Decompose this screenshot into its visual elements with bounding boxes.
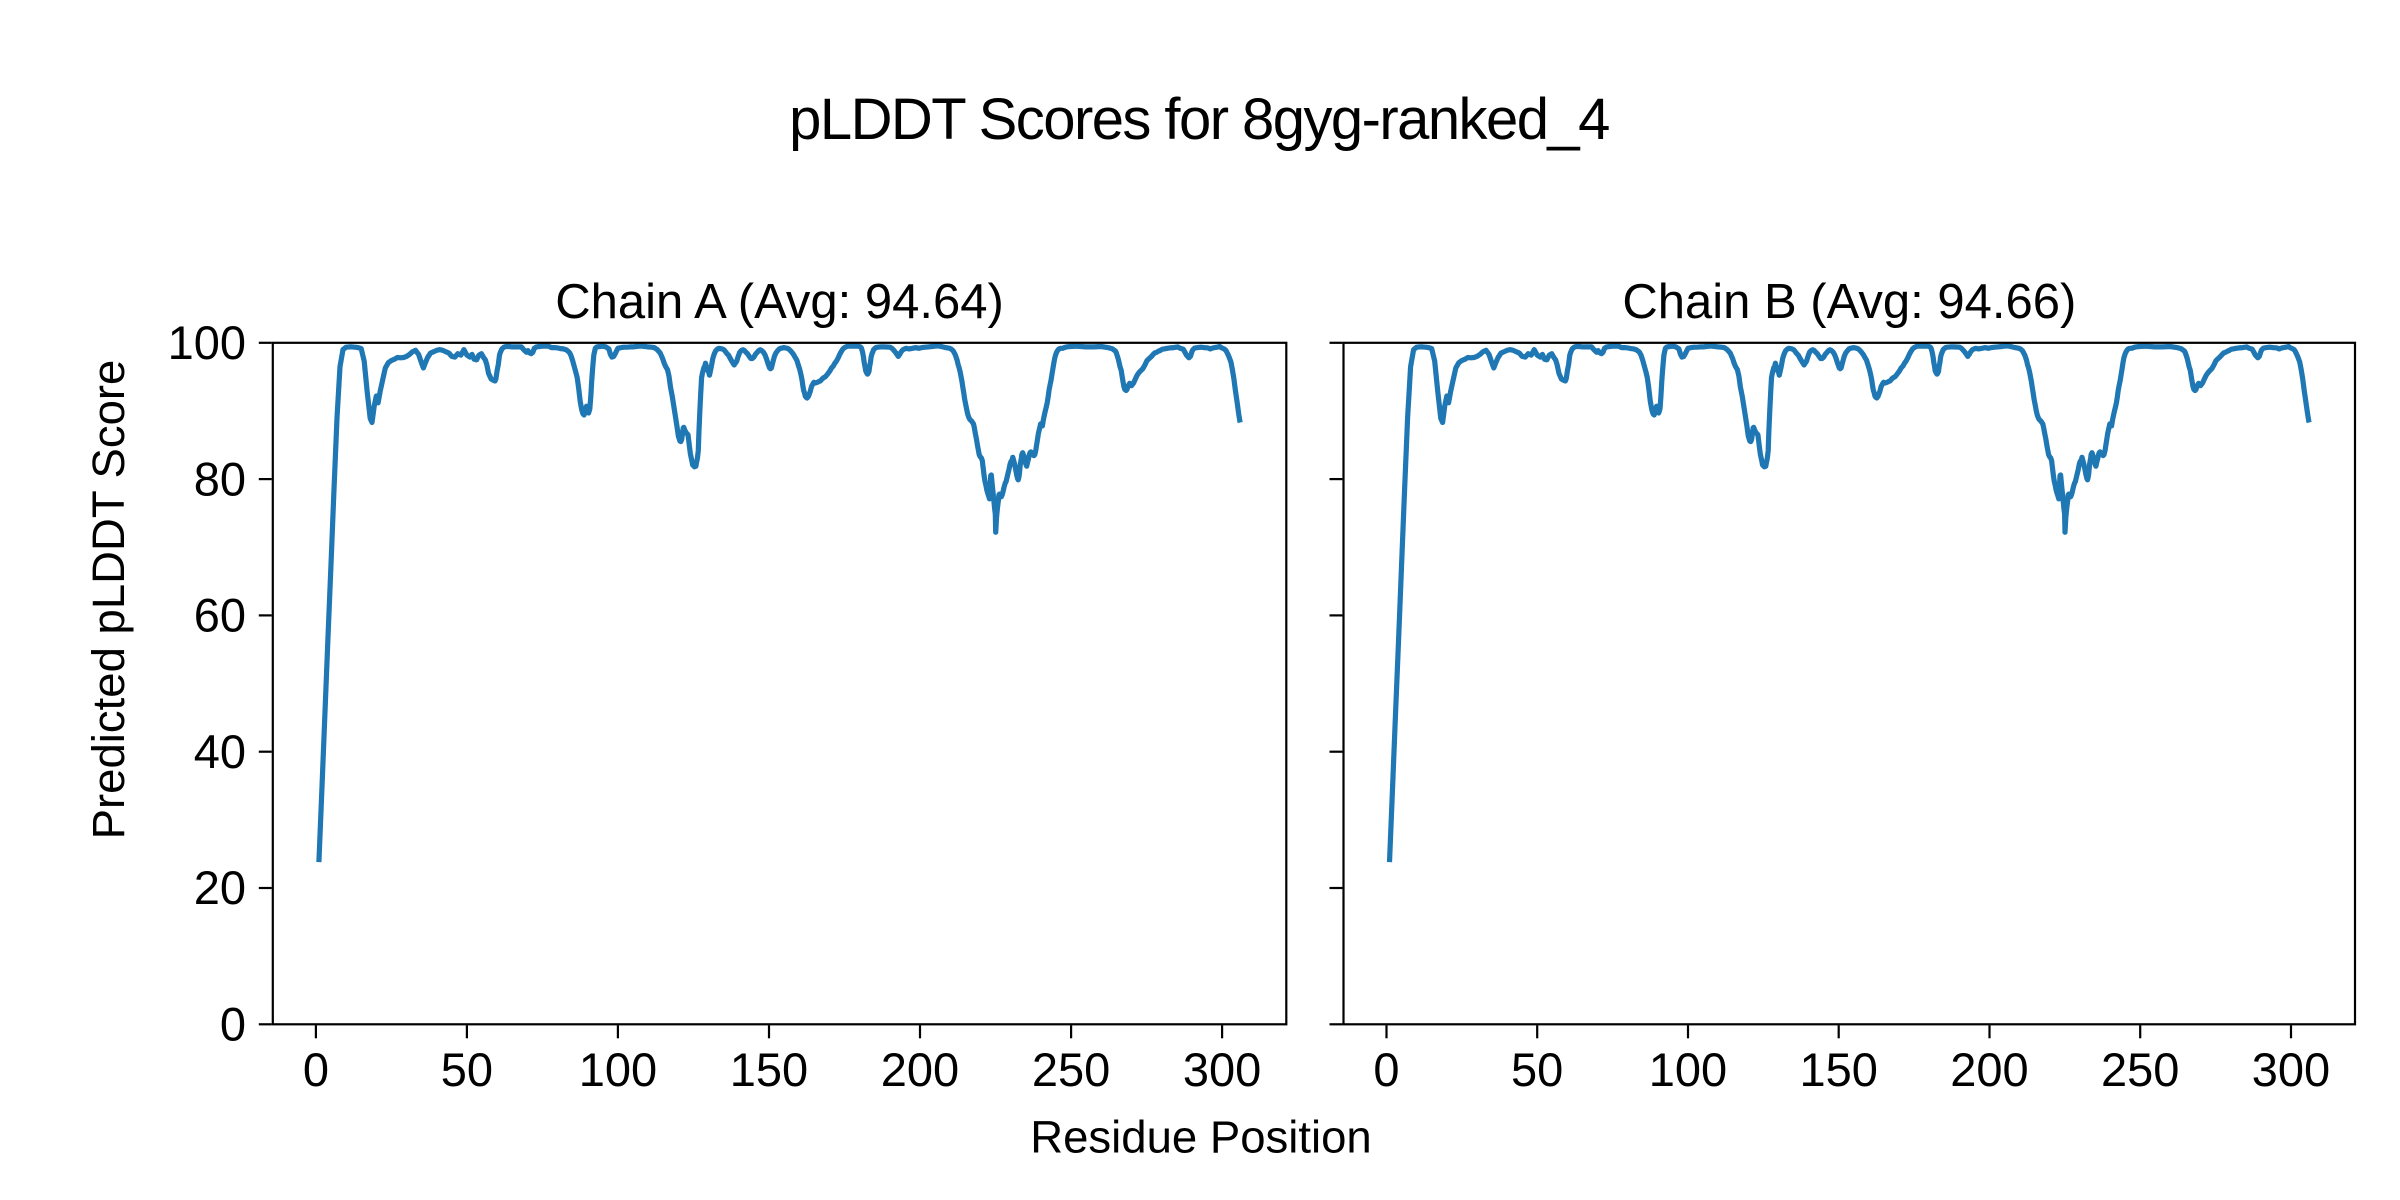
svg-text:50: 50 bbox=[441, 1043, 493, 1096]
svg-text:pLDDT Scores for 8gyg-ranked_4: pLDDT Scores for 8gyg-ranked_4 bbox=[789, 87, 1609, 152]
svg-text:50: 50 bbox=[1511, 1043, 1563, 1096]
svg-text:200: 200 bbox=[1950, 1043, 2028, 1096]
svg-text:150: 150 bbox=[730, 1043, 808, 1096]
svg-text:60: 60 bbox=[194, 589, 246, 642]
svg-text:Chain B (Avg: 94.66): Chain B (Avg: 94.66) bbox=[1622, 275, 2076, 329]
svg-text:Residue Position: Residue Position bbox=[1030, 1112, 1371, 1163]
svg-text:100: 100 bbox=[1649, 1043, 1727, 1096]
svg-text:40: 40 bbox=[194, 725, 246, 778]
svg-text:300: 300 bbox=[1183, 1043, 1261, 1096]
svg-text:0: 0 bbox=[303, 1043, 329, 1096]
svg-text:100: 100 bbox=[579, 1043, 657, 1096]
svg-text:250: 250 bbox=[1032, 1043, 1110, 1096]
svg-text:0: 0 bbox=[220, 998, 246, 1051]
svg-text:Chain A (Avg: 94.64): Chain A (Avg: 94.64) bbox=[555, 275, 1004, 329]
svg-text:100: 100 bbox=[168, 316, 246, 369]
svg-text:Predicted pLDDT Score: Predicted pLDDT Score bbox=[83, 360, 134, 840]
svg-text:80: 80 bbox=[194, 452, 246, 505]
svg-text:300: 300 bbox=[2252, 1043, 2330, 1096]
svg-text:200: 200 bbox=[881, 1043, 959, 1096]
svg-text:20: 20 bbox=[194, 861, 246, 914]
svg-text:250: 250 bbox=[2101, 1043, 2179, 1096]
svg-text:150: 150 bbox=[1799, 1043, 1877, 1096]
svg-text:0: 0 bbox=[1373, 1043, 1399, 1096]
